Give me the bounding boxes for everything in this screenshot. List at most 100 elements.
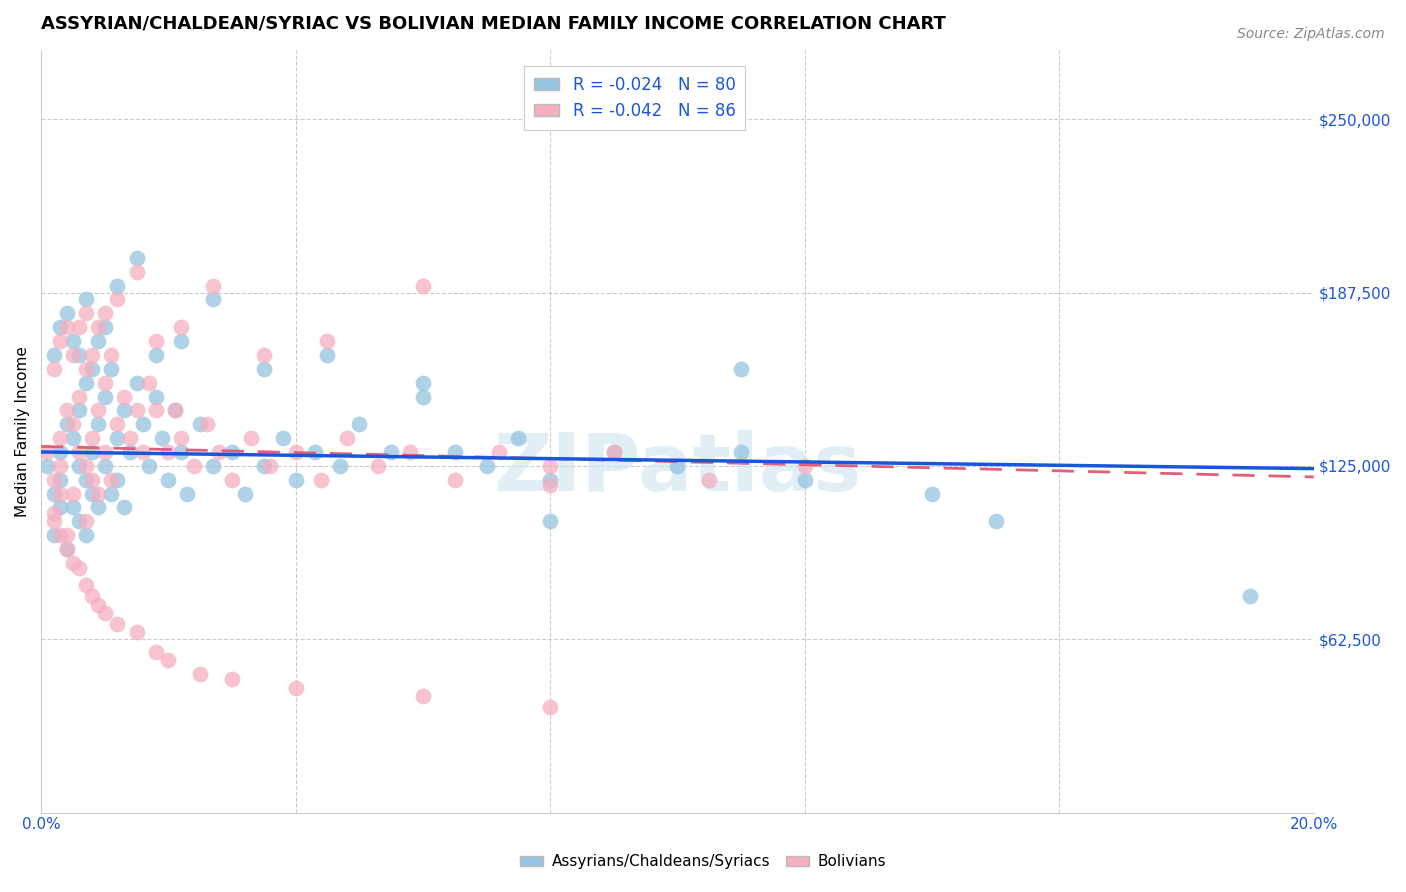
Point (49, 473, 72, 487)
Point (75, 376, 97, 390)
Point (42, 486, 65, 500)
Point (37, 458, 59, 473)
Point (75, 293, 97, 307)
Point (132, 417, 155, 432)
Point (42, 506, 65, 520)
Point (730, 361, 752, 376)
Point (55, 320, 77, 334)
Point (80, 486, 103, 500)
Point (93, 458, 115, 473)
Point (170, 320, 193, 334)
Point (100, 473, 122, 487)
Point (80, 431, 103, 445)
Legend: R = -0.024   N = 80, R = -0.042   N = 86: R = -0.024 N = 80, R = -0.042 N = 86 (524, 66, 745, 130)
Point (666, 458, 689, 473)
Point (271, 431, 294, 445)
Point (67, 458, 90, 473)
Point (125, 251, 148, 265)
Point (259, 458, 281, 473)
Point (49, 320, 72, 334)
Point (87, 598, 110, 612)
Point (42, 473, 65, 487)
Point (329, 458, 352, 473)
Point (284, 681, 307, 695)
Point (188, 417, 211, 432)
Point (183, 458, 205, 473)
Point (37, 445, 59, 459)
Point (67, 348, 90, 362)
Point (730, 445, 752, 459)
Point (201, 293, 224, 307)
Point (75, 473, 97, 487)
Point (93, 390, 115, 404)
Point (100, 348, 122, 362)
Point (42, 528, 65, 542)
Point (62, 556, 84, 570)
Point (793, 458, 815, 473)
Point (538, 700, 561, 714)
Point (107, 417, 129, 432)
Point (75, 361, 97, 376)
Point (253, 348, 276, 362)
Point (475, 458, 498, 473)
Point (55, 542, 77, 557)
Point (367, 458, 389, 473)
Point (80, 348, 103, 362)
Point (67, 320, 90, 334)
Point (80, 361, 103, 376)
Point (380, 445, 402, 459)
Point (49, 431, 72, 445)
Point (107, 278, 129, 293)
Point (112, 390, 135, 404)
Point (145, 348, 167, 362)
Point (538, 473, 561, 487)
Point (49, 334, 72, 348)
Point (67, 403, 90, 417)
Point (75, 528, 97, 542)
Point (42, 514, 65, 528)
Point (112, 403, 135, 417)
Point (443, 473, 465, 487)
Point (240, 431, 263, 445)
Point (120, 445, 142, 459)
Point (100, 486, 122, 500)
Point (67, 514, 90, 528)
Point (253, 458, 276, 473)
Point (221, 673, 243, 687)
Point (170, 445, 193, 459)
Point (75, 578, 97, 592)
Point (284, 445, 307, 459)
Point (150, 431, 173, 445)
Point (412, 376, 434, 390)
Point (170, 431, 193, 445)
Point (335, 431, 357, 445)
Point (170, 334, 193, 348)
Point (100, 361, 122, 376)
Point (349, 417, 371, 432)
Point (62, 431, 84, 445)
Point (55, 417, 77, 432)
Point (145, 334, 167, 348)
Point (49, 445, 72, 459)
Point (138, 376, 160, 390)
Point (87, 486, 110, 500)
Legend: Assyrians/Chaldeans/Syriacs, Bolivians: Assyrians/Chaldeans/Syriacs, Bolivians (513, 848, 893, 875)
Point (107, 473, 129, 487)
Point (233, 486, 256, 500)
Point (67, 561, 90, 575)
Point (55, 403, 77, 417)
Point (125, 265, 148, 279)
Point (188, 666, 211, 681)
Point (107, 293, 129, 307)
Y-axis label: Median Family Income: Median Family Income (15, 346, 30, 516)
Point (87, 403, 110, 417)
Point (49, 486, 72, 500)
Point (316, 334, 339, 348)
Point (793, 473, 815, 487)
Point (67, 390, 90, 404)
Point (221, 445, 243, 459)
Point (603, 445, 626, 459)
Point (87, 500, 110, 515)
Point (145, 390, 167, 404)
Point (163, 403, 186, 417)
